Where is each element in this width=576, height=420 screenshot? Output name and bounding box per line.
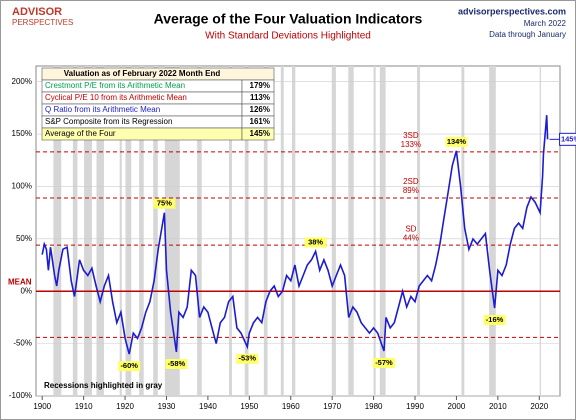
current-label: 145% xyxy=(561,134,576,143)
table-value: 145% xyxy=(250,129,270,138)
sd-label: SD xyxy=(405,224,416,233)
annotation: 75% xyxy=(157,199,172,208)
table-value-bg xyxy=(241,127,275,141)
sd-label: 3SD xyxy=(403,131,419,140)
annotation: 38% xyxy=(308,237,323,246)
recession-band xyxy=(461,66,465,396)
sd-value-label: 89% xyxy=(403,186,419,195)
table-value: 113% xyxy=(250,93,270,102)
recession-band xyxy=(263,66,268,396)
recession-band xyxy=(229,66,232,396)
recession-band xyxy=(417,66,420,396)
sd-value-label: 133% xyxy=(401,140,421,149)
recession-note: Recessions highlighted in gray xyxy=(44,381,163,390)
x-tick-label: 1960 xyxy=(282,402,300,411)
recession-band xyxy=(153,66,158,396)
recession-band xyxy=(84,66,92,396)
recession-band xyxy=(331,66,336,396)
x-tick-label: 2020 xyxy=(530,402,548,411)
table-row-label: Cyclical P/E 10 from its Arithmetic Mean xyxy=(45,93,187,102)
logo: ADVISOR xyxy=(12,6,62,18)
recession-band xyxy=(539,66,541,396)
x-tick-label: 1910 xyxy=(75,402,93,411)
x-tick-label: 1980 xyxy=(365,402,383,411)
annotation: -57% xyxy=(375,358,393,367)
table-value: 161% xyxy=(250,117,270,126)
x-tick-label: 1920 xyxy=(116,402,134,411)
data-note: Data through January xyxy=(489,30,566,39)
recession-band xyxy=(348,66,354,396)
table-value: 126% xyxy=(250,105,270,114)
y-tick-label: 200% xyxy=(12,77,32,86)
recession-band xyxy=(280,66,284,396)
x-tick-label: 1990 xyxy=(406,402,424,411)
y-tick-label: 0% xyxy=(20,286,32,295)
table-row-label: S&P Composite from its Regression xyxy=(45,117,172,126)
chart-title: Average of the Four Valuation Indicators xyxy=(154,11,423,27)
annotation-bg xyxy=(304,237,327,248)
annotation-bg xyxy=(445,136,468,147)
annotation-bg xyxy=(372,357,395,368)
recession-band xyxy=(53,66,62,396)
x-tick-label: 1950 xyxy=(240,402,258,411)
annotation: -16% xyxy=(486,315,504,324)
logo-sub: PERSPECTIVES xyxy=(12,18,73,27)
current-box xyxy=(559,132,576,146)
recession-band xyxy=(197,66,202,396)
x-tick-label: 1940 xyxy=(199,402,217,411)
sd-label: 2SD xyxy=(403,177,419,186)
annotation-bg xyxy=(118,361,141,372)
y-tick-label: 100% xyxy=(12,182,32,191)
recession-band xyxy=(125,66,132,396)
date: March 2022 xyxy=(524,19,567,28)
table-value: 179% xyxy=(250,81,270,90)
annotation: -53% xyxy=(238,354,256,363)
recession-band xyxy=(139,66,144,396)
annotation: -60% xyxy=(120,361,138,370)
recession-band xyxy=(291,66,296,396)
y-tick-label: -50% xyxy=(13,339,32,348)
recession-band xyxy=(379,66,386,396)
annotation: 134% xyxy=(447,137,467,146)
annotation: -58% xyxy=(168,359,186,368)
annotation-bg xyxy=(236,353,259,364)
x-tick-label: 1900 xyxy=(33,402,51,411)
x-tick-label: 2000 xyxy=(448,402,466,411)
y-tick-label: 50% xyxy=(16,234,32,243)
recession-band xyxy=(96,66,104,396)
recession-band xyxy=(489,66,496,396)
recession-band xyxy=(244,66,249,396)
x-tick-label: 2010 xyxy=(489,402,507,411)
recession-band xyxy=(119,66,122,396)
recession-band xyxy=(164,66,180,396)
table-row-label: Average of the Four xyxy=(45,129,116,138)
series-line xyxy=(41,115,549,355)
y-tick-label: 150% xyxy=(12,129,32,138)
mean-label: MEAN xyxy=(8,277,32,286)
sd-value-label: 44% xyxy=(403,233,419,242)
annotation-bg xyxy=(165,359,188,369)
table-row-label: Crestmont P/E from its Arithmetic Mean xyxy=(45,81,185,90)
recession-band xyxy=(373,66,376,396)
x-tick-label: 1970 xyxy=(323,402,341,411)
y-tick-label: -100% xyxy=(9,391,32,400)
annotation-bg xyxy=(483,315,506,325)
chart-subtitle: With Standard Deviations Highlighted xyxy=(205,31,371,42)
table-title: Valuation as of February 2022 Month End xyxy=(64,69,221,78)
table-row-label: Q Ratio from its Arithmetic Mean xyxy=(45,105,160,114)
annotation-bg xyxy=(153,198,176,209)
recession-band xyxy=(72,66,78,396)
source: advisorperspectives.com xyxy=(458,6,566,16)
x-tick-label: 1930 xyxy=(158,402,176,411)
